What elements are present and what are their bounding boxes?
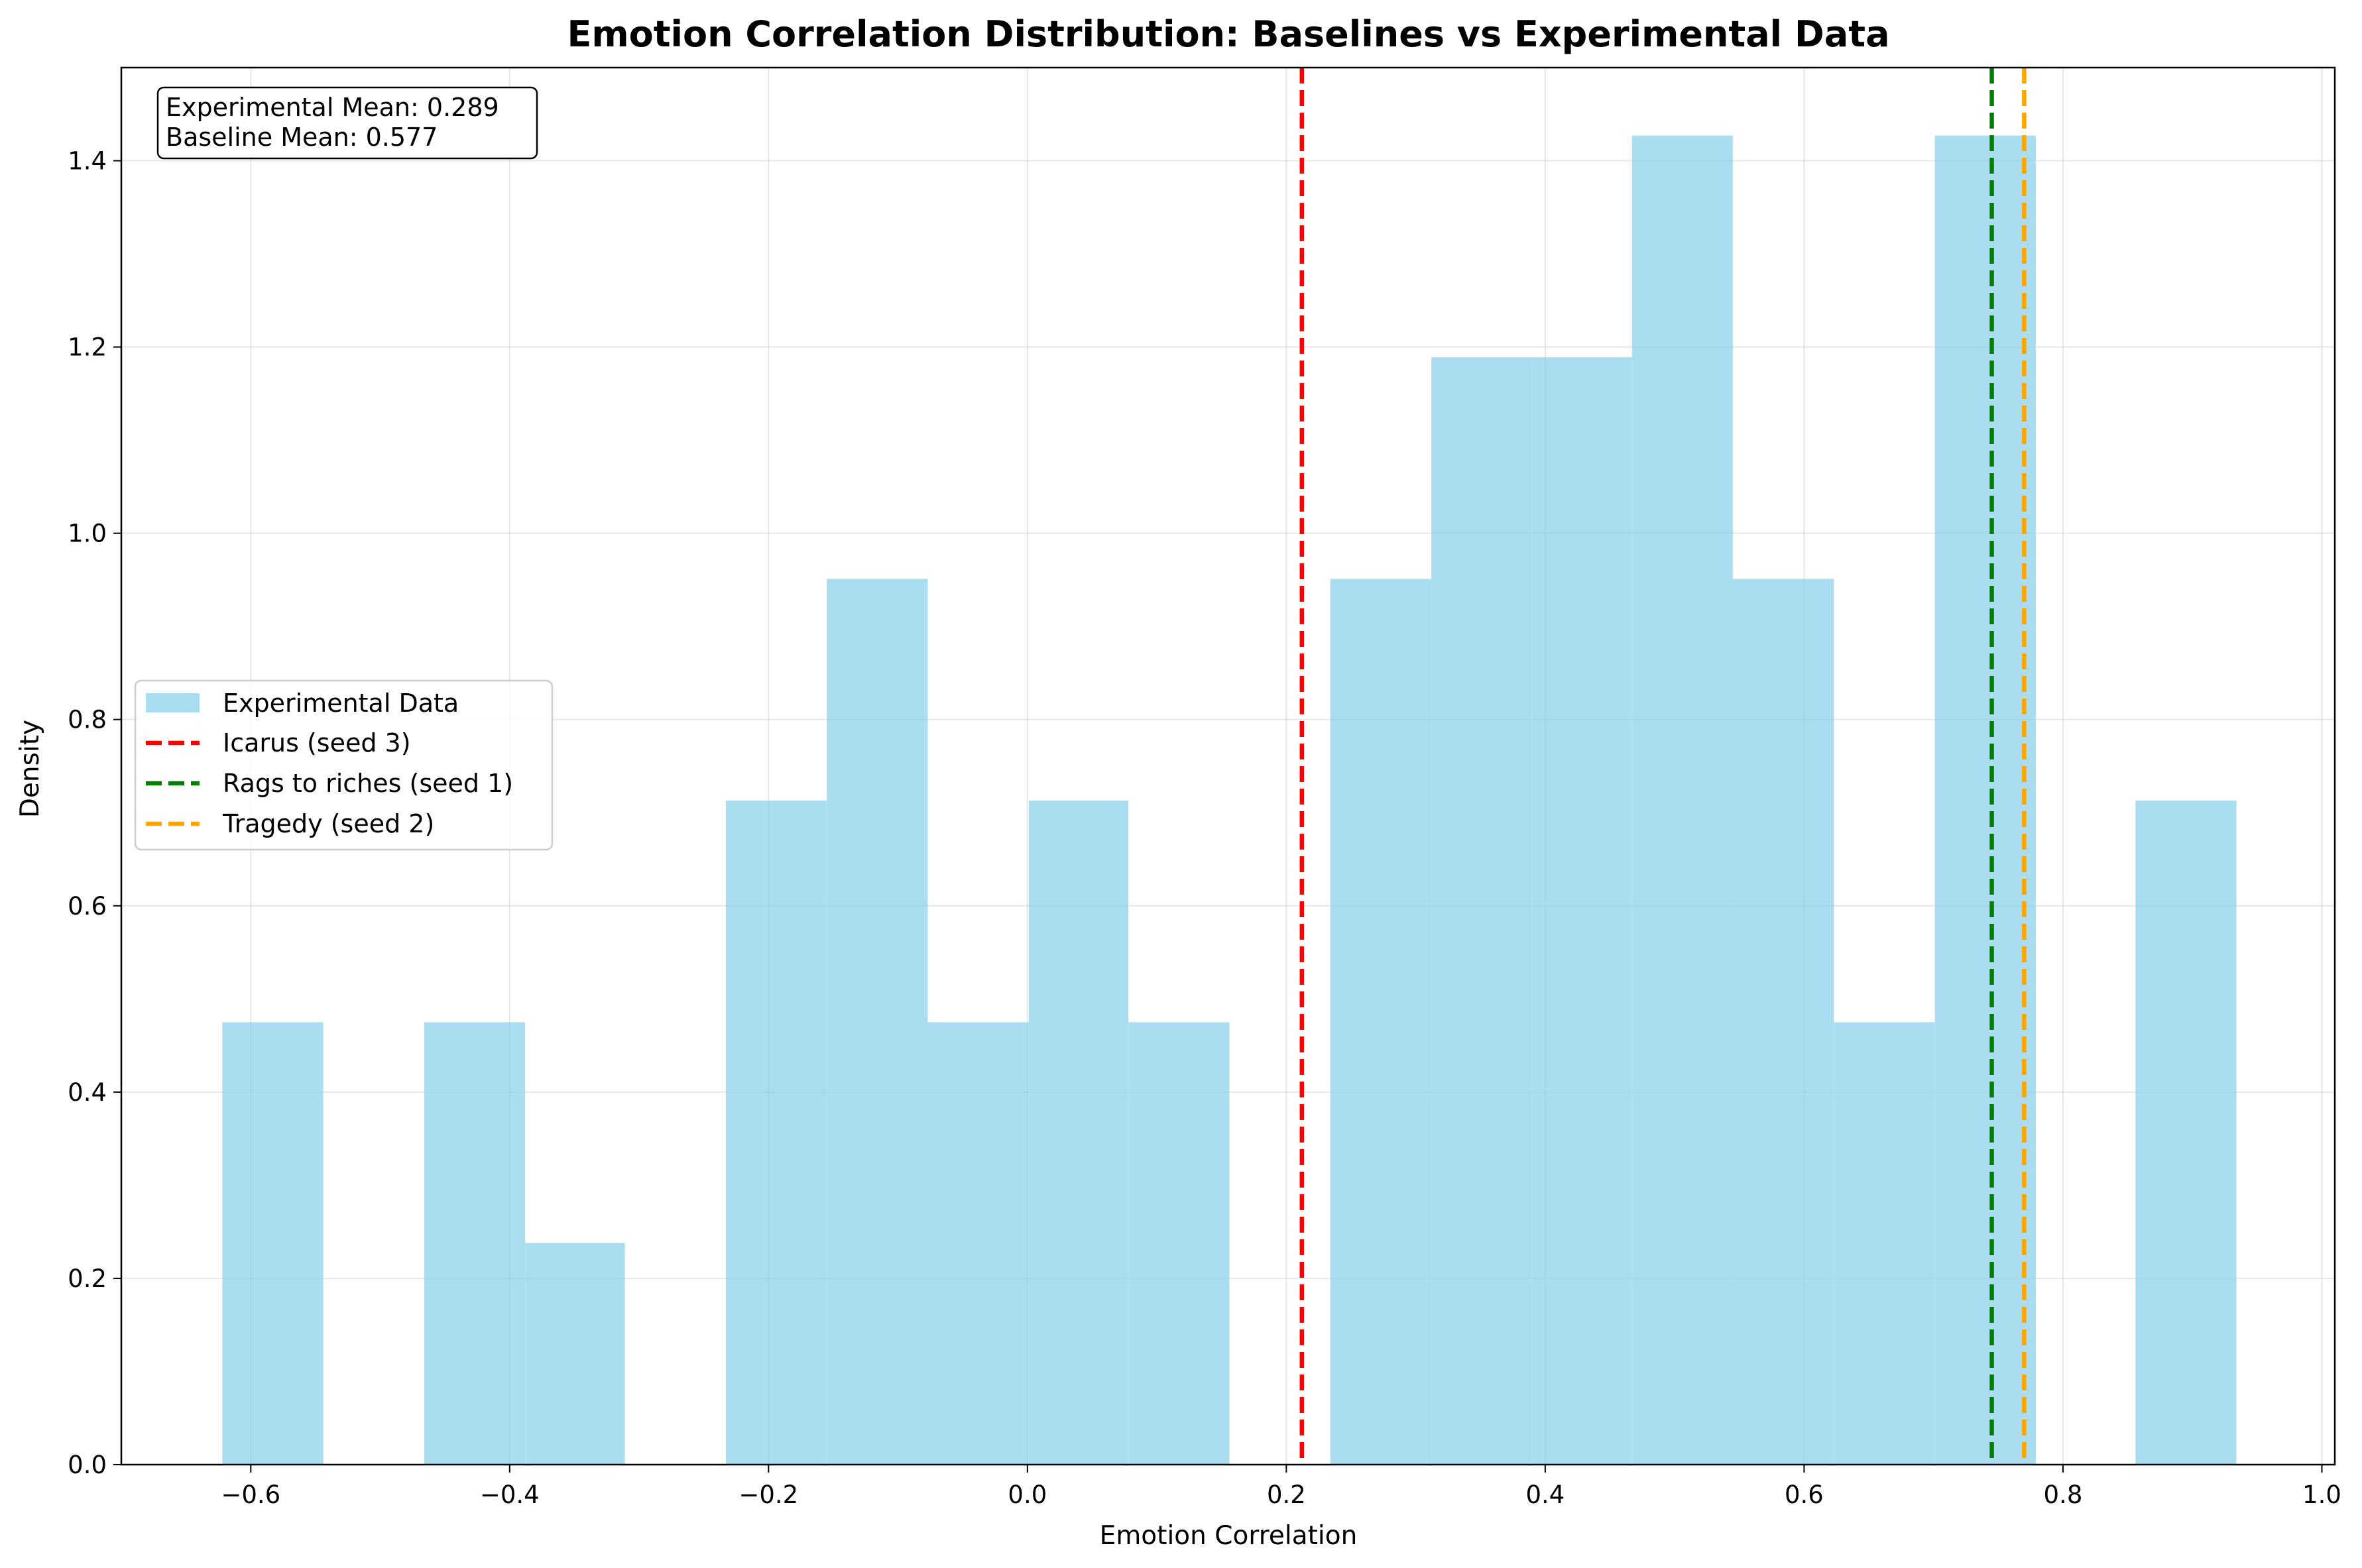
legend-label-icarus: Icarus (seed 3) <box>223 728 411 757</box>
x-tick-label: 0.6 <box>1785 1481 1824 1509</box>
histogram-bar <box>424 1022 526 1465</box>
y-tick-label: 1.4 <box>68 147 107 176</box>
legend-swatch-experimental <box>146 693 200 712</box>
histogram-bar <box>927 1022 1029 1465</box>
y-tick-label: 0.6 <box>68 892 107 921</box>
histogram-bar <box>1733 579 1834 1465</box>
histogram-bar <box>1532 357 1632 1465</box>
legend-frame <box>134 679 554 851</box>
x-tick-label: −0.4 <box>480 1481 540 1509</box>
histogram-bar <box>525 1243 625 1465</box>
plot-frame <box>120 66 2336 1466</box>
y-tick-label: 0.2 <box>68 1264 107 1293</box>
y-tick-label: 0.0 <box>68 1451 107 1479</box>
y-axis-ticks: 0.0 0.2 0.4 0.6 0.8 1.0 1.2 1.4 <box>68 147 121 1479</box>
stats-box-frame <box>156 86 538 160</box>
legend: Experimental Data Icarus (seed 3) Rags t… <box>134 679 554 851</box>
x-tick-label: 1.0 <box>2302 1481 2341 1509</box>
x-tick-label: 0.2 <box>1267 1481 1306 1509</box>
histogram-bar <box>1431 357 1533 1465</box>
y-tick-label: 1.0 <box>68 520 107 548</box>
histogram-bars <box>222 135 2237 1465</box>
legend-label-rags: Rags to riches (seed 1) <box>223 769 513 798</box>
y-axis-label: Density <box>15 720 45 818</box>
histogram-bar <box>1128 1022 1230 1465</box>
x-axis-label: Emotion Correlation <box>1100 1521 1358 1551</box>
x-tick-label: 0.4 <box>1525 1481 1565 1509</box>
y-tick-label: 0.4 <box>68 1078 107 1107</box>
histogram-bar <box>2135 800 2237 1465</box>
legend-label-experimental: Experimental Data <box>223 689 459 718</box>
stats-box: Experimental Mean: 0.289 Baseline Mean: … <box>156 86 538 160</box>
histogram-bar <box>222 1022 324 1465</box>
baseline-lines <box>1299 68 2027 1465</box>
histogram-bar <box>1631 135 1734 1465</box>
histogram-bar <box>725 800 827 1465</box>
histogram-bar <box>1330 579 1432 1465</box>
chart-title: Emotion Correlation Distribution: Baseli… <box>567 13 1889 55</box>
legend-label-tragedy: Tragedy (seed 2) <box>222 809 434 838</box>
x-axis-ticks: −0.6 −0.4 −0.2 0.0 0.2 0.4 0.6 0.8 1.0 <box>221 1465 2341 1509</box>
histogram-bar <box>827 579 928 1465</box>
x-tick-label: 0.0 <box>1008 1481 1047 1509</box>
y-tick-label: 1.2 <box>68 333 107 362</box>
x-tick-label: −0.6 <box>221 1481 280 1509</box>
histogram-bar <box>1028 800 1129 1465</box>
y-tick-label: 0.8 <box>68 706 107 734</box>
x-tick-label: 0.8 <box>2044 1481 2083 1509</box>
histogram-bar <box>1934 135 2036 1465</box>
stats-experimental-mean: Experimental Mean: 0.289 <box>166 93 499 122</box>
stats-baseline-mean: Baseline Mean: 0.577 <box>166 123 438 152</box>
histogram-bar <box>1834 1022 1935 1465</box>
x-tick-label: −0.2 <box>738 1481 798 1509</box>
